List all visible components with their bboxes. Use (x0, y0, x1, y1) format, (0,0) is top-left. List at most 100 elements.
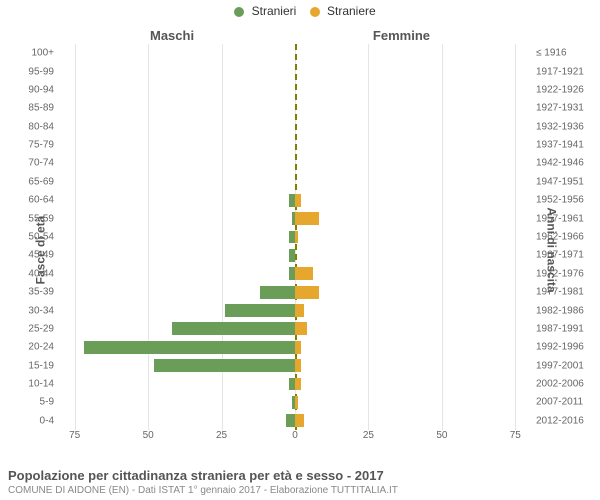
age-label: 65-69 (28, 176, 60, 187)
age-row: 20-241992-1996 (60, 338, 530, 356)
age-row: 10-142002-2006 (60, 375, 530, 393)
age-row: 75-791937-1941 (60, 136, 530, 154)
age-row: 5-92007-2011 (60, 393, 530, 411)
x-tick-label: 75 (69, 430, 80, 441)
age-row: 15-191997-2001 (60, 356, 530, 374)
chart-subtitle: COMUNE DI AIDONE (EN) - Dati ISTAT 1° ge… (8, 485, 592, 496)
bar-female (295, 194, 301, 207)
age-row: 95-991917-1921 (60, 62, 530, 80)
age-row: 85-891927-1931 (60, 99, 530, 117)
birth-label: 1937-1941 (530, 140, 584, 151)
pyramid-chart: Stranieri Straniere Maschi Femmine Fasce… (0, 0, 600, 500)
bar-male (225, 304, 296, 317)
legend-label-male: Stranieri (252, 4, 297, 18)
age-row: 60-641952-1956 (60, 191, 530, 209)
birth-label: 1972-1976 (530, 268, 584, 279)
birth-label: 1997-2001 (530, 360, 584, 371)
age-label: 70-74 (28, 158, 60, 169)
bar-male (172, 322, 295, 335)
age-row: 35-391977-1981 (60, 283, 530, 301)
bar-female (295, 322, 307, 335)
legend-swatch-male (234, 7, 244, 17)
age-label: 5-9 (40, 397, 60, 408)
header-femmine: Femmine (373, 28, 430, 43)
birth-label: 1927-1931 (530, 103, 584, 114)
plot-area: 100+≤ 191695-991917-192190-941922-192685… (60, 44, 530, 430)
age-label: 10-14 (28, 379, 60, 390)
bar-female (295, 212, 319, 225)
age-row: 0-42012-2016 (60, 412, 530, 430)
header-maschi: Maschi (150, 28, 194, 43)
age-label: 25-29 (28, 323, 60, 334)
birth-label: 1982-1986 (530, 305, 584, 316)
birth-label: ≤ 1916 (530, 48, 567, 59)
bar-female (295, 231, 298, 244)
age-label: 60-64 (28, 195, 60, 206)
birth-label: 1987-1991 (530, 323, 584, 334)
bar-female (295, 304, 304, 317)
age-row: 30-341982-1986 (60, 301, 530, 319)
x-axis: 7550250255075 (60, 430, 530, 444)
age-row: 90-941922-1926 (60, 81, 530, 99)
bar-male (260, 286, 295, 299)
age-label: 55-59 (28, 213, 60, 224)
age-label: 0-4 (40, 415, 60, 426)
age-label: 30-34 (28, 305, 60, 316)
birth-label: 1947-1951 (530, 176, 584, 187)
legend-swatch-female (310, 7, 320, 17)
bar-female (295, 267, 313, 280)
birth-label: 2002-2006 (530, 379, 584, 390)
birth-label: 1942-1946 (530, 158, 584, 169)
x-tick-label: 75 (510, 430, 521, 441)
legend-label-female: Straniere (327, 4, 376, 18)
age-label: 50-54 (28, 231, 60, 242)
birth-label: 2012-2016 (530, 415, 584, 426)
age-row: 100+≤ 1916 (60, 44, 530, 62)
birth-label: 1932-1936 (530, 121, 584, 132)
birth-label: 1922-1926 (530, 84, 584, 95)
birth-label: 1957-1961 (530, 213, 584, 224)
birth-label: 1952-1956 (530, 195, 584, 206)
age-row: 40-441972-1976 (60, 265, 530, 283)
age-row: 25-291987-1991 (60, 320, 530, 338)
legend: Stranieri Straniere (0, 4, 600, 18)
bar-female (295, 378, 301, 391)
age-row: 45-491967-1971 (60, 246, 530, 264)
age-label: 40-44 (28, 268, 60, 279)
birth-label: 1967-1971 (530, 250, 584, 261)
bar-female (295, 359, 301, 372)
age-row: 55-591957-1961 (60, 209, 530, 227)
age-label: 15-19 (28, 360, 60, 371)
age-label: 95-99 (28, 66, 60, 77)
age-label: 35-39 (28, 287, 60, 298)
age-row: 80-841932-1936 (60, 118, 530, 136)
birth-label: 1977-1981 (530, 287, 584, 298)
bar-male (286, 414, 295, 427)
birth-label: 2007-2011 (530, 397, 583, 408)
bar-female (295, 396, 298, 409)
bar-male (84, 341, 296, 354)
age-label: 75-79 (28, 140, 60, 151)
bar-male (154, 359, 295, 372)
birth-label: 1917-1921 (530, 66, 584, 77)
age-label: 90-94 (28, 84, 60, 95)
x-tick-label: 25 (216, 430, 227, 441)
x-tick-label: 0 (292, 430, 298, 441)
chart-title: Popolazione per cittadinanza straniera p… (8, 468, 592, 483)
age-label: 45-49 (28, 250, 60, 261)
x-tick-label: 25 (363, 430, 374, 441)
bar-female (295, 286, 319, 299)
age-label: 85-89 (28, 103, 60, 114)
birth-label: 1962-1966 (530, 231, 584, 242)
age-row: 65-691947-1951 (60, 173, 530, 191)
bar-male (289, 249, 295, 262)
birth-label: 1992-1996 (530, 342, 584, 353)
age-row: 50-541962-1966 (60, 228, 530, 246)
age-label: 20-24 (28, 342, 60, 353)
chart-footer: Popolazione per cittadinanza straniera p… (8, 468, 592, 496)
age-label: 80-84 (28, 121, 60, 132)
age-row: 70-741942-1946 (60, 154, 530, 172)
bar-female (295, 341, 301, 354)
bar-female (295, 414, 304, 427)
x-tick-label: 50 (143, 430, 154, 441)
